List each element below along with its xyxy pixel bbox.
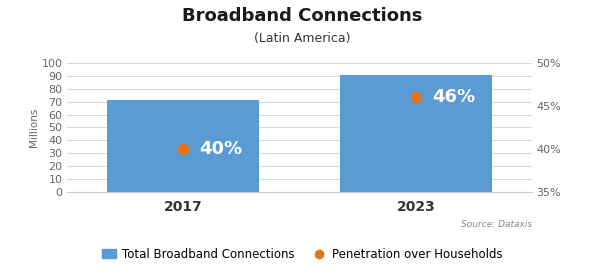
Text: Source: Dataxis: Source: Dataxis bbox=[461, 220, 532, 229]
Point bbox=[411, 95, 421, 99]
Text: (Latin America): (Latin America) bbox=[254, 32, 351, 44]
Bar bbox=[107, 100, 259, 192]
Text: 46%: 46% bbox=[432, 88, 476, 106]
Legend: Total Broadband Connections, Penetration over Households: Total Broadband Connections, Penetration… bbox=[97, 243, 508, 265]
Point bbox=[178, 147, 188, 151]
Text: 40%: 40% bbox=[199, 140, 243, 158]
Y-axis label: Millions: Millions bbox=[28, 108, 39, 147]
Bar bbox=[340, 75, 492, 192]
Text: Broadband Connections: Broadband Connections bbox=[182, 7, 423, 25]
